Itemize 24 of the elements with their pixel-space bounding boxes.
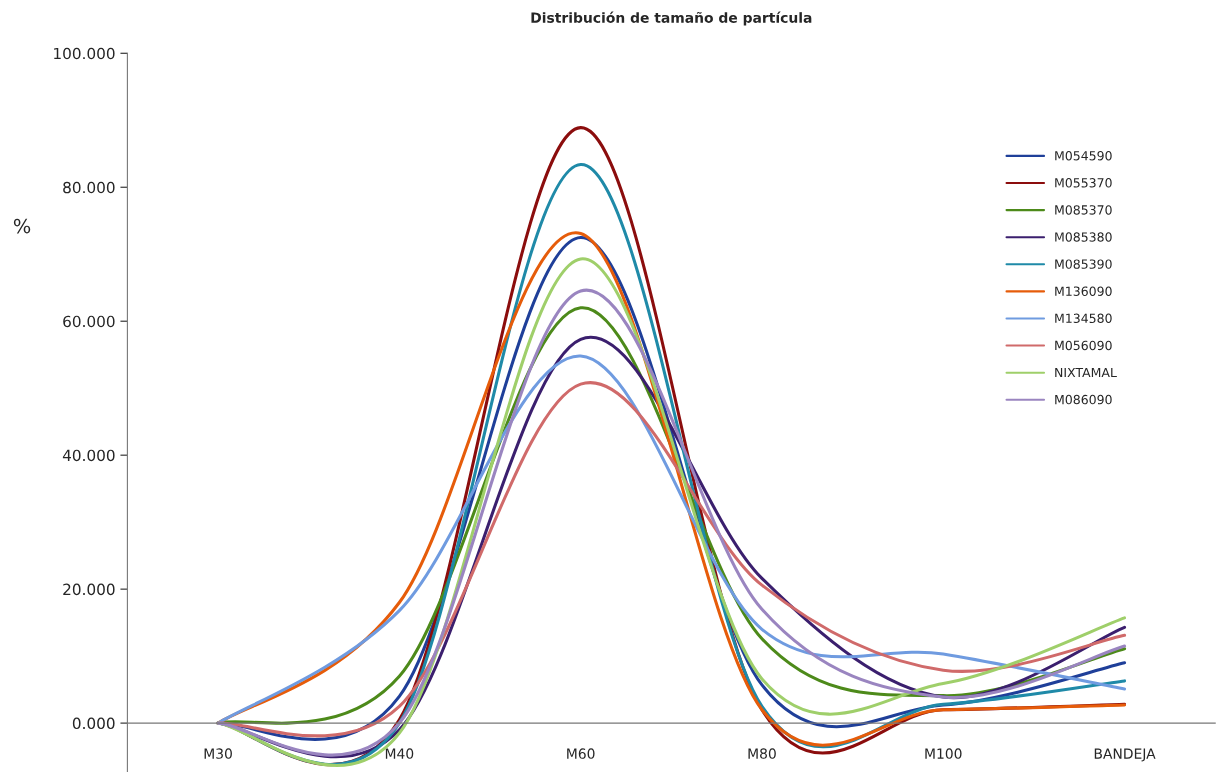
x-tick-label: M100	[925, 748, 962, 759]
x-tick-label: M80	[748, 748, 776, 759]
y-tick-label: 100.000	[54, 47, 115, 60]
legend-label: M136090	[1055, 286, 1112, 296]
x-tick-label: M60	[567, 748, 595, 759]
chart-title: Distribución de tamaño de partícula	[531, 11, 812, 26]
y-tick-label: 0.000	[72, 717, 115, 730]
x-tick-label: BANDEJA	[1094, 748, 1156, 762]
legend-label: M056090	[1055, 340, 1112, 351]
legend-label: M054590	[1055, 150, 1112, 161]
x-tick-label: M40	[385, 748, 414, 759]
legend-label: M134580	[1055, 313, 1112, 324]
y-axis-title: %	[13, 218, 31, 234]
y-tick-label: 80.000	[63, 181, 115, 194]
legend-label: NIXTAMAL	[1055, 367, 1117, 378]
y-tick-label: 60.000	[63, 315, 115, 328]
legend-label: M085370	[1055, 205, 1112, 215]
x-tick-label: M30	[204, 748, 232, 759]
legend-label: M085380	[1055, 232, 1112, 242]
legend-label: M085390	[1055, 259, 1112, 269]
y-tick-label: 20.000	[63, 583, 115, 596]
legend-label: M055370	[1055, 178, 1112, 188]
y-tick-label: 40.000	[62, 449, 115, 462]
legend-label: M086090	[1055, 394, 1112, 405]
